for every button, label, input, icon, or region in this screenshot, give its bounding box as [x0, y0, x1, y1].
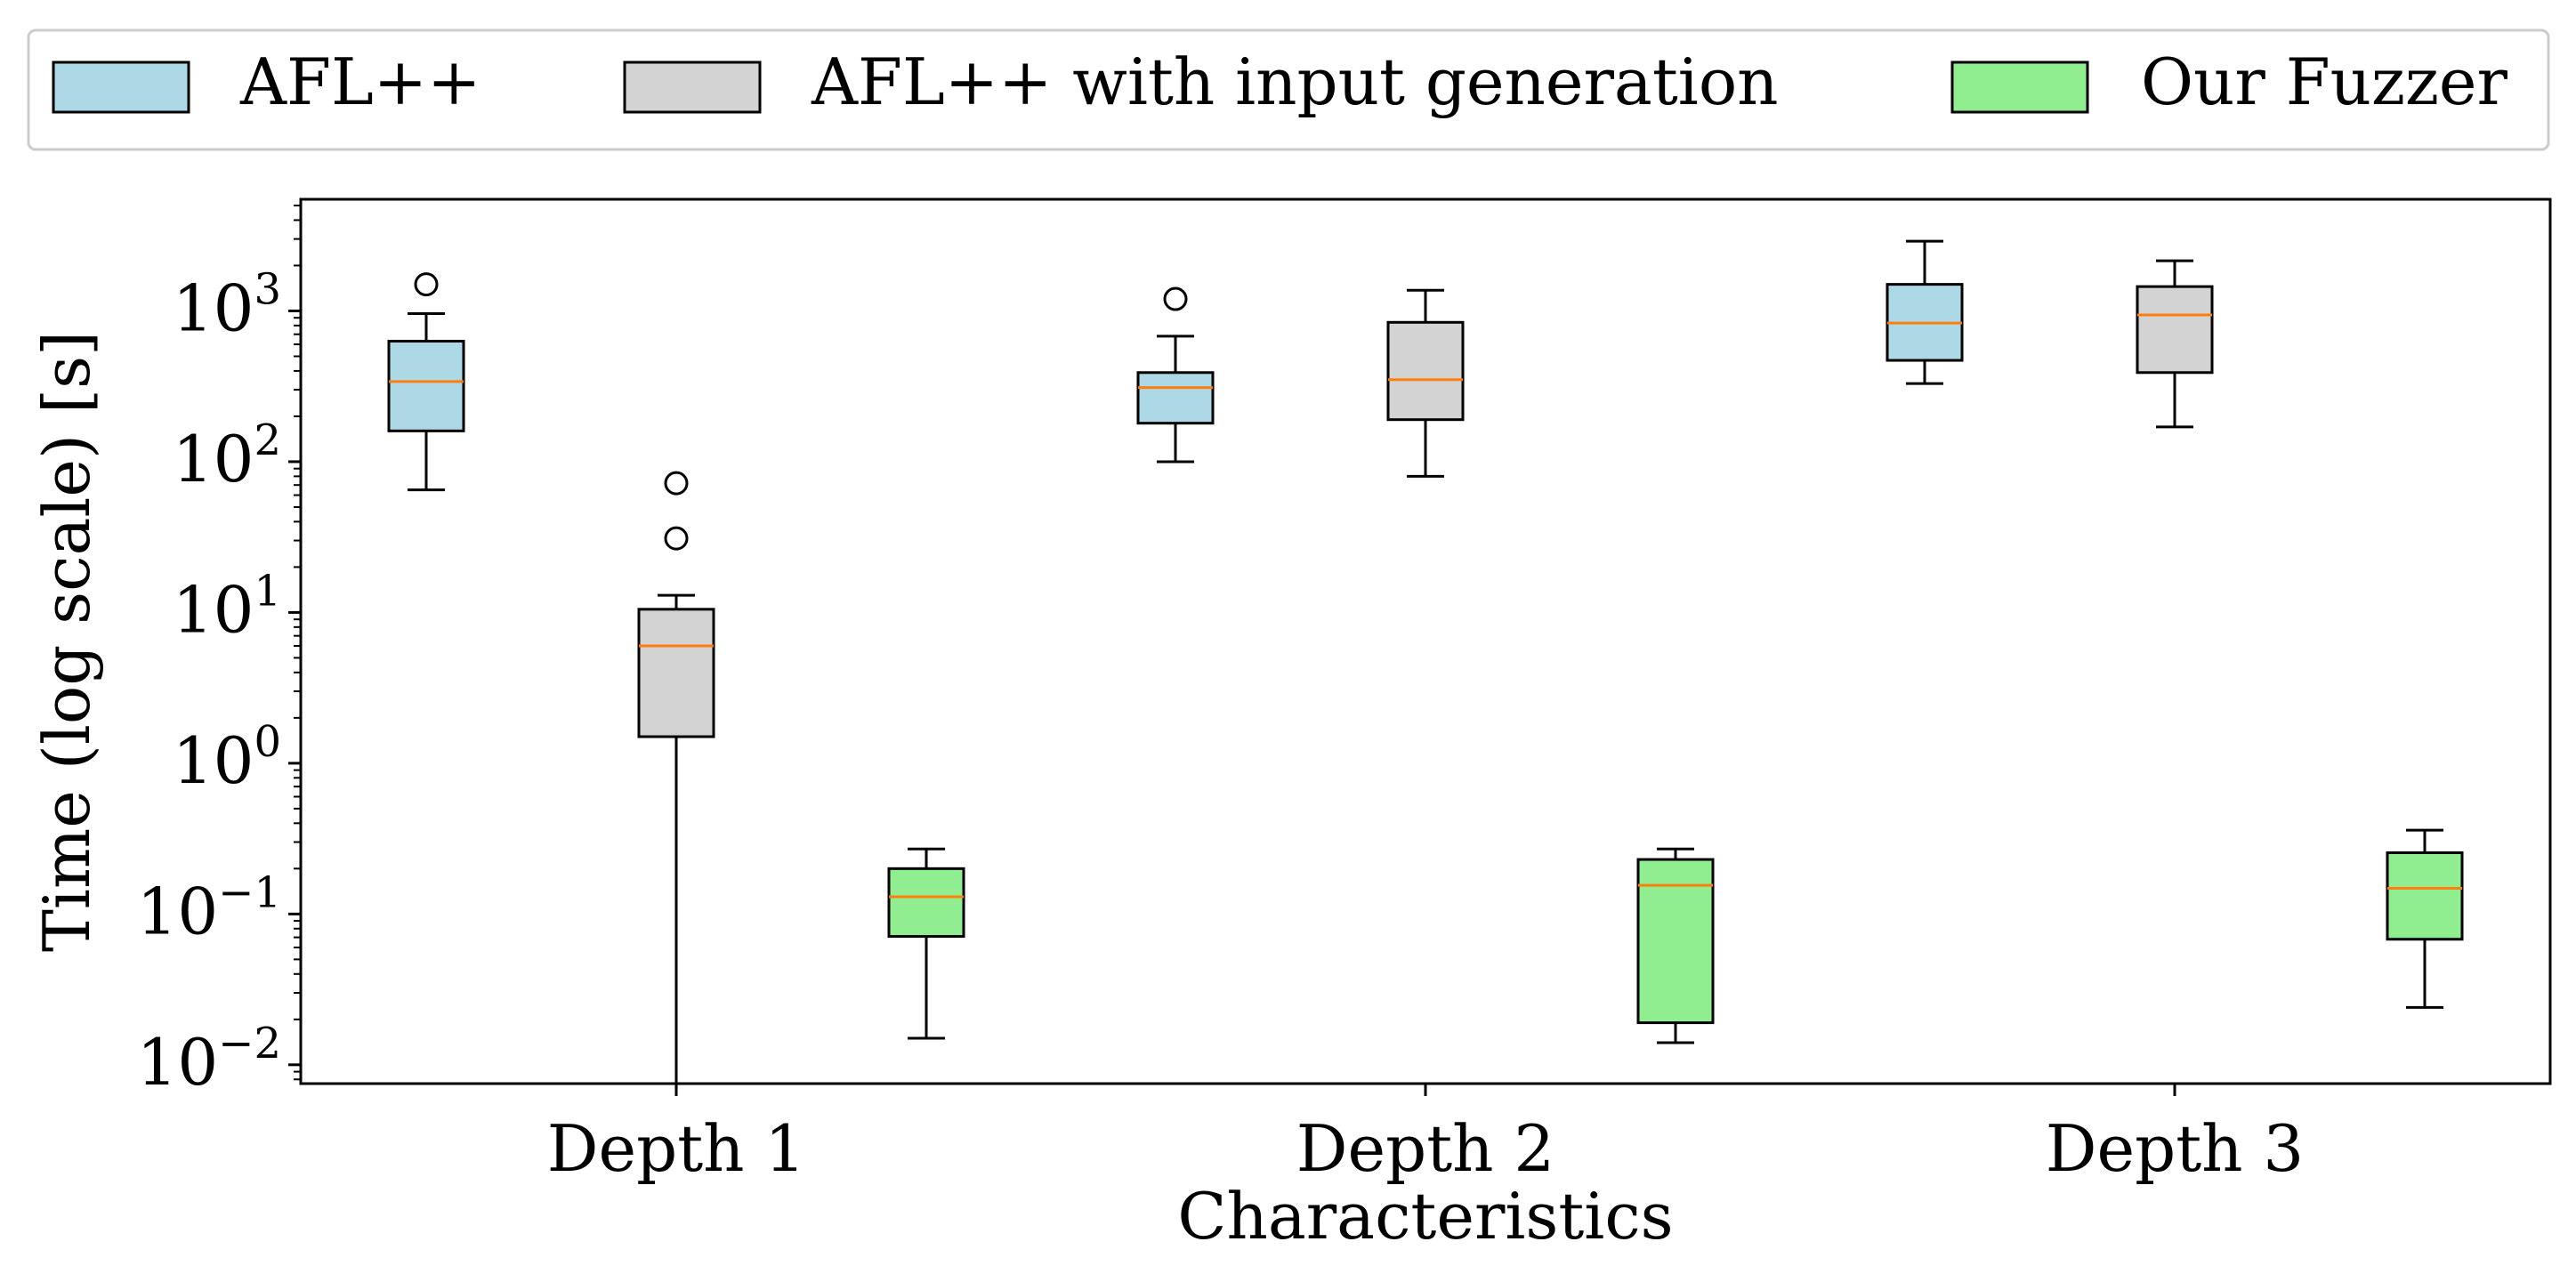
y-axis-ticks: 10−2 10−1 100 101 102 103 [137, 264, 301, 1100]
box-1-3 [1886, 239, 1964, 385]
outlier-point [664, 471, 689, 496]
legend-label-afl-input-generation: AFL++ with input generation [811, 44, 1779, 119]
box-body [1136, 371, 1215, 425]
x-axis-label: Characteristics [1177, 1179, 1673, 1254]
legend-item-our-fuzzer: Our Fuzzer [1950, 44, 2508, 119]
box-3-1 [887, 847, 965, 1040]
y-tick-label: 100 [173, 717, 281, 798]
box-body [387, 339, 465, 432]
x-tick-label: Depth 2 [1296, 1111, 1554, 1186]
legend-swatch-afl-input-generation [623, 60, 762, 114]
outlier-point [414, 272, 439, 297]
box-3-2 [1636, 847, 1715, 1044]
box-body [1636, 858, 1715, 1025]
legend: AFL++ AFL++ with input generation Our Fu… [27, 28, 2550, 151]
legend-swatch-our-fuzzer [1950, 60, 2089, 114]
box-1-1 [387, 272, 465, 492]
legend-frame [27, 28, 2550, 151]
legend-label-our-fuzzer: Our Fuzzer [2141, 44, 2508, 119]
box-body [637, 608, 715, 738]
box-1-2 [1136, 286, 1215, 464]
legend-item-afl: AFL++ [52, 44, 480, 119]
y-tick-label: 10−1 [137, 867, 281, 948]
legend-swatch-afl [52, 60, 190, 114]
x-axis-ticks: Depth 1 Depth 2 Depth 3 [547, 1084, 2304, 1186]
box-body [2386, 851, 2464, 941]
x-tick-label: Depth 1 [547, 1111, 805, 1186]
box-2-1 [637, 471, 715, 1084]
legend-item-afl-input-generation: AFL++ with input generation [623, 44, 1779, 119]
box-2-3 [2136, 259, 2214, 429]
legend-label-afl: AFL++ [239, 44, 480, 119]
box-body [2136, 285, 2214, 375]
boxes-layer [387, 239, 2464, 1084]
box-3-3 [2386, 828, 2464, 1009]
x-tick-label: Depth 3 [2046, 1111, 2304, 1186]
y-tick-label: 103 [173, 264, 281, 345]
outlier-point [664, 526, 689, 551]
plot-frame [299, 198, 2552, 1085]
box-body [887, 867, 965, 939]
box-body [1386, 320, 1465, 422]
y-axis-label: Time (log scale) [s] [29, 331, 104, 952]
outlier-point [1163, 286, 1188, 311]
box-2-2 [1386, 288, 1465, 478]
y-tick-label: 101 [173, 566, 281, 647]
y-tick-label: 102 [173, 415, 281, 496]
y-tick-label: 10−2 [137, 1019, 281, 1100]
